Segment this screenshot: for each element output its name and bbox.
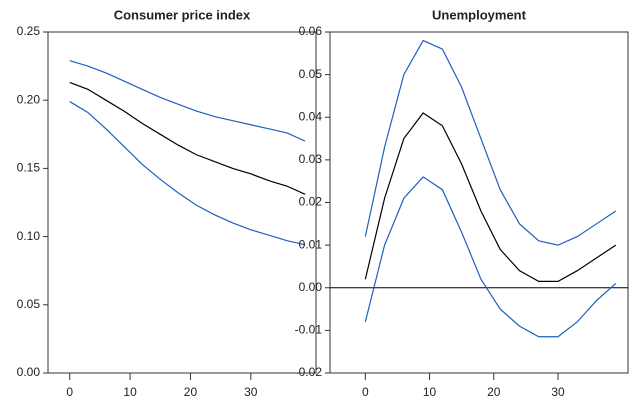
x-tick-label: 30 (244, 385, 258, 399)
y-tick-label: 0.04 (299, 109, 323, 123)
series-line (364, 176, 617, 338)
chart-title: Consumer price index (114, 7, 251, 22)
plot-frame (329, 31, 629, 374)
x-tick-label: 10 (123, 385, 137, 399)
series-line (69, 101, 306, 246)
y-tick-label: 0.00 (299, 280, 323, 294)
x-tick-label: 20 (184, 385, 198, 399)
series-line (69, 60, 306, 142)
y-tick-label: -0.01 (295, 323, 323, 337)
y-tick-label: 0.01 (299, 237, 323, 251)
series-line (364, 39, 617, 246)
y-tick-label: 0.06 (299, 24, 323, 38)
y-tick-label: 0.10 (17, 229, 41, 243)
x-tick-label: 20 (487, 385, 501, 399)
y-tick-label: 0.03 (299, 152, 323, 166)
y-tick-label: 0.15 (17, 161, 41, 175)
x-tick-label: 0 (66, 385, 73, 399)
x-tick-label: 10 (423, 385, 437, 399)
y-tick-label: 0.02 (299, 195, 323, 209)
y-tick-label: 0.00 (17, 365, 41, 379)
y-tick-label: 0.05 (17, 297, 41, 311)
x-tick-label: 0 (362, 385, 369, 399)
y-tick-label: 0.20 (17, 92, 41, 106)
series-line (364, 112, 617, 282)
y-tick-label: 0.05 (299, 67, 323, 81)
y-tick-label: -0.02 (295, 365, 323, 379)
plot-frame (47, 31, 317, 374)
y-tick-label: 0.25 (17, 24, 41, 38)
x-tick-label: 30 (551, 385, 565, 399)
series-line (69, 81, 306, 195)
chart-title: Unemployment (432, 7, 527, 22)
